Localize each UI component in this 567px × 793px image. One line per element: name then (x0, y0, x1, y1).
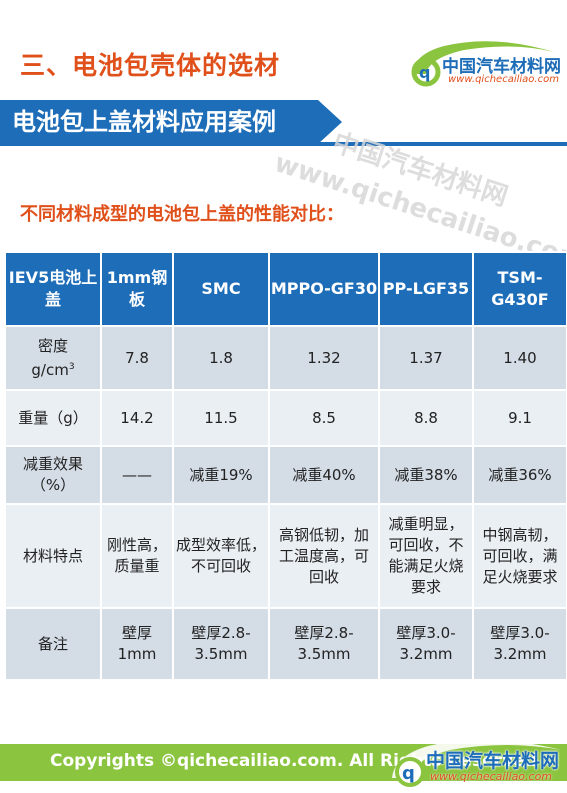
section-title: 三、电池包壳体的选材 (20, 51, 281, 80)
svg-text:q: q (402, 763, 415, 784)
table-row: 密度 g/cm3 7.8 1.8 1.32 1.37 1.40 (4, 325, 567, 391)
header-title: 电池包上盖材料应用案例 (0, 100, 342, 144)
row-label: 材料特点 (4, 503, 102, 609)
table-row: 重量（g） 14.2 11.5 8.5 8.8 9.1 (4, 389, 567, 447)
table-cell: 减重38% (378, 445, 474, 505)
table-cell: 减重36% (472, 445, 567, 505)
header-strip (0, 142, 567, 146)
table-cell: 壁厚1mm (100, 607, 174, 681)
row-label: 减重效果（%） (4, 445, 102, 505)
table-row: 备注 壁厚1mm 壁厚2.8-3.5mm 壁厚2.8-3.5mm 壁厚3.0-3… (4, 607, 567, 681)
svg-text:q: q (419, 63, 430, 82)
header-cell: TSM-G430F (472, 251, 567, 327)
table-cell: 壁厚3.0-3.2mm (378, 607, 474, 681)
logo-url: www.qichecailiao.com (448, 74, 559, 85)
table-cell: 成型效率低，不可回收 (172, 503, 270, 609)
row-label: 重量（g） (4, 389, 102, 447)
table-row: 材料特点 刚性高，质量重 成型效率低，不可回收 高钢低韧，加工温度高，可回收 减… (4, 503, 567, 609)
subtitle: 不同材料成型的电池包上盖的性能对比： (20, 204, 344, 225)
table-cell: 减重19% (172, 445, 270, 505)
table-cell: 14.2 (100, 389, 174, 447)
table-cell: 壁厚2.8-3.5mm (268, 607, 380, 681)
site-logo[interactable]: q 中国汽车材料网 www.qichecailiao.com (404, 34, 564, 94)
footer-logo-name: 中国汽车材料网 (426, 750, 560, 772)
table-cell: 1.8 (172, 325, 270, 391)
table-cell: 减重40% (268, 445, 380, 505)
table-cell: 9.1 (472, 389, 567, 447)
row-label: 密度 g/cm3 (4, 325, 102, 391)
table-cell: 8.5 (268, 389, 380, 447)
table-header-row: IEV5电池上盖 1mm钢板 SMC MPPO-GF30 PP-LGF35 TS… (4, 251, 567, 327)
row-label: 备注 (4, 607, 102, 681)
header-cell: IEV5电池上盖 (4, 251, 102, 327)
table-cell: 减重明显，可回收，不能满足火烧要求 (378, 503, 474, 609)
table-cell: 壁厚2.8-3.5mm (172, 607, 270, 681)
table-cell: 中钢高韧，可回收，满足火烧要求 (472, 503, 567, 609)
table-cell: 8.8 (378, 389, 474, 447)
table-cell: 1.32 (268, 325, 380, 391)
comparison-table: IEV5电池上盖 1mm钢板 SMC MPPO-GF30 PP-LGF35 TS… (4, 251, 567, 681)
header-cell: PP-LGF35 (378, 251, 474, 327)
car-swoosh-icon: q (411, 41, 554, 87)
header-cell: SMC (172, 251, 270, 327)
footer-logo[interactable]: q 中国汽车材料网 www.qichecailiao.com (386, 734, 566, 790)
logo-name: 中国汽车材料网 (442, 57, 561, 77)
footer-logo-url: www.qichecailiao.com (430, 770, 553, 783)
footer-bar (0, 744, 567, 781)
table-cell: 刚性高，质量重 (100, 503, 174, 609)
header-cell: MPPO-GF30 (268, 251, 380, 327)
table-cell: —— (100, 445, 174, 505)
table-row: 减重效果（%） —— 减重19% 减重40% 减重38% 减重36% (4, 445, 567, 505)
table-cell: 11.5 (172, 389, 270, 447)
table-cell: 高钢低韧，加工温度高，可回收 (268, 503, 380, 609)
car-swoosh-icon: q (392, 739, 562, 787)
table-cell: 1.37 (378, 325, 474, 391)
table-cell: 壁厚3.0-3.2mm (472, 607, 567, 681)
table-cell: 7.8 (100, 325, 174, 391)
header-cell: 1mm钢板 (100, 251, 174, 327)
table-cell: 1.40 (472, 325, 567, 391)
